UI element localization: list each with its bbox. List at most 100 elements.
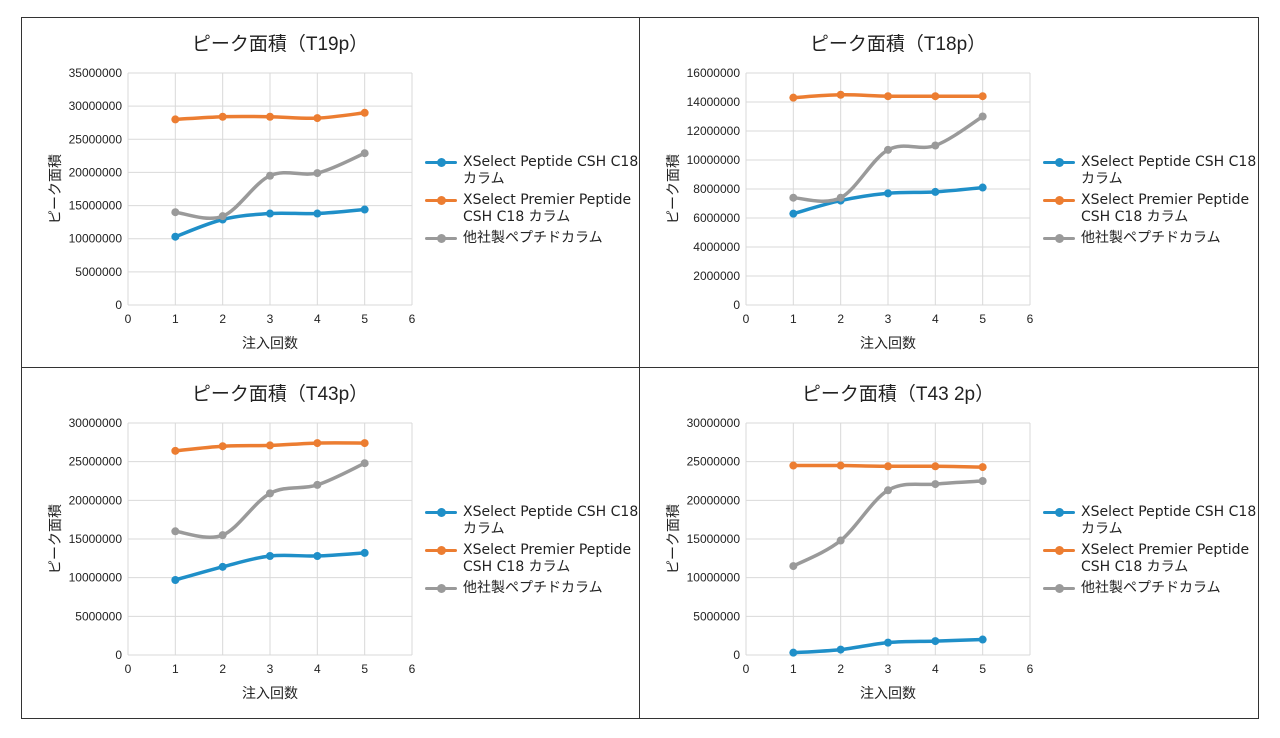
x-axis-label: 注入回数 [242, 685, 298, 701]
data-point [266, 171, 274, 180]
data-point [836, 536, 845, 545]
y-tick-label: 0 [733, 648, 740, 662]
x-tick-label: 4 [932, 662, 939, 676]
x-tick-label: 2 [219, 312, 226, 326]
legend-item: XSelect Peptide CSH C18 カラム [425, 504, 638, 538]
data-point [836, 461, 845, 470]
chart-title: ピーク面積（T18p） [810, 33, 986, 55]
y-tick-label: 20000000 [69, 493, 123, 507]
x-tick-label: 1 [790, 662, 797, 676]
x-tick-label: 3 [885, 662, 892, 676]
data-point [931, 462, 940, 471]
data-point [931, 637, 940, 646]
chart-panel-t19p: ピーク面積（T19p） 0 5000000 10000000 15000000 20000… [22, 18, 639, 367]
x-tick-label: 6 [409, 312, 416, 326]
y-tick-label: 30000000 [69, 99, 123, 113]
x-tick-label: 1 [790, 312, 797, 326]
legend-item: XSelect Premier Peptide CSH C18 カラム [425, 542, 638, 576]
data-point [313, 169, 322, 178]
legend-swatch-icon [1043, 157, 1075, 167]
x-tick-label: 2 [219, 662, 226, 676]
x-tick-label: 3 [885, 312, 892, 326]
data-point [978, 183, 987, 192]
x-tick-label: 4 [932, 312, 939, 326]
data-point [266, 552, 274, 561]
legend-swatch-icon [1043, 195, 1075, 205]
data-point [218, 531, 227, 540]
y-tick-label: 16000000 [687, 66, 741, 80]
data-point [218, 442, 227, 451]
data-point [836, 645, 845, 654]
legend-swatch-icon [425, 157, 457, 167]
data-point [171, 115, 180, 124]
legend-label: XSelect Peptide CSH C18 カラム [1081, 154, 1257, 187]
data-point [931, 141, 940, 150]
y-tick-label: 15000000 [69, 532, 123, 546]
x-axis-label: 注入回数 [860, 685, 916, 701]
x-tick-label: 0 [743, 662, 750, 676]
chart-title: ピーク面積（T43p） [192, 383, 368, 405]
legend-label: XSelect Premier Peptide CSH C18 カラム [463, 192, 632, 225]
data-point [978, 92, 987, 101]
legend-label: XSelect Peptide CSH C18 カラム [463, 504, 639, 537]
x-tick-label: 1 [172, 662, 179, 676]
legend-item: XSelect Peptide CSH C18 カラム [425, 154, 638, 188]
legend-label: XSelect Premier Peptide CSH C18 カラム [1081, 192, 1250, 225]
data-point [789, 209, 798, 218]
legend-item: 他社製ペプチドカラム [425, 230, 638, 247]
x-tick-label: 5 [979, 662, 986, 676]
x-tick-label: 1 [172, 312, 179, 326]
y-tick-label: 10000000 [687, 153, 741, 167]
chart-legend: XSelect Peptide CSH C18 カラム XSelect Premi… [425, 154, 638, 251]
chart-legend: XSelect Peptide CSH C18 カラム XSelect Premi… [425, 504, 638, 601]
data-point [978, 463, 987, 472]
y-tick-label: 14000000 [687, 95, 741, 109]
x-tick-label: 6 [1027, 312, 1034, 326]
chart-svg: ピーク面積（T19p） 0 5000000 10000000 15000000 20000… [47, 33, 416, 351]
y-tick-label: 35000000 [69, 66, 123, 80]
data-point [884, 145, 892, 154]
data-point [931, 480, 940, 489]
y-axis-label: ピーク面積 [665, 504, 681, 574]
y-tick-label: 25000000 [69, 455, 123, 469]
chart-panel-t43-2p: ピーク面積（T43 2p） 0 5000000 10000000 15000000 200… [640, 368, 1257, 717]
y-axis-label: ピーク面積 [47, 154, 63, 224]
y-tick-label: 25000000 [687, 455, 741, 469]
legend-swatch-icon [1043, 583, 1075, 593]
legend-swatch-icon [1043, 545, 1075, 555]
legend-label: XSelect Peptide CSH C18 カラム [1081, 504, 1257, 537]
x-tick-label: 3 [267, 662, 274, 676]
y-tick-label: 15000000 [687, 532, 741, 546]
data-point [171, 208, 180, 217]
legend-label: 他社製ペプチドカラム [463, 230, 603, 246]
chart-grid: ピーク面積（T19p） 0 5000000 10000000 15000000 20000… [21, 17, 1259, 719]
x-axis-label: 注入回数 [242, 335, 298, 351]
chart-panel-t18p: ピーク面積（T18p） 0 2000000 4000000 6000000 8000000… [640, 18, 1257, 367]
legend-label: XSelect Peptide CSH C18 カラム [463, 154, 639, 187]
y-tick-label: 20000000 [687, 493, 741, 507]
legend-swatch-icon [425, 583, 457, 593]
data-point [266, 489, 274, 498]
data-point [360, 548, 369, 557]
legend-label: XSelect Premier Peptide CSH C18 カラム [463, 542, 632, 575]
legend-item: 他社製ペプチドカラム [425, 580, 638, 597]
legend-swatch-icon [1043, 507, 1075, 517]
legend-label: 他社製ペプチドカラム [1081, 580, 1221, 596]
data-point [884, 486, 892, 495]
chart-svg: ピーク面積（T43p） 0 5000000 10000000 15000000 20000… [47, 383, 416, 701]
x-tick-label: 5 [979, 312, 986, 326]
data-point [360, 439, 369, 448]
data-point [218, 562, 227, 571]
x-axis-label: 注入回数 [860, 335, 916, 351]
legend-item: XSelect Premier Peptide CSH C18 カラム [1043, 192, 1256, 226]
chart-svg: ピーク面積（T43 2p） 0 5000000 10000000 15000000 200… [665, 383, 1034, 701]
y-tick-label: 30000000 [687, 416, 741, 430]
y-tick-label: 2000000 [693, 269, 740, 283]
data-point [313, 552, 322, 561]
data-point [360, 149, 369, 158]
legend-item: XSelect Peptide CSH C18 カラム [1043, 504, 1256, 538]
legend-swatch-icon [1043, 233, 1075, 243]
data-point [789, 562, 798, 571]
legend-item: XSelect Premier Peptide CSH C18 カラム [1043, 542, 1256, 576]
y-tick-label: 0 [115, 648, 122, 662]
